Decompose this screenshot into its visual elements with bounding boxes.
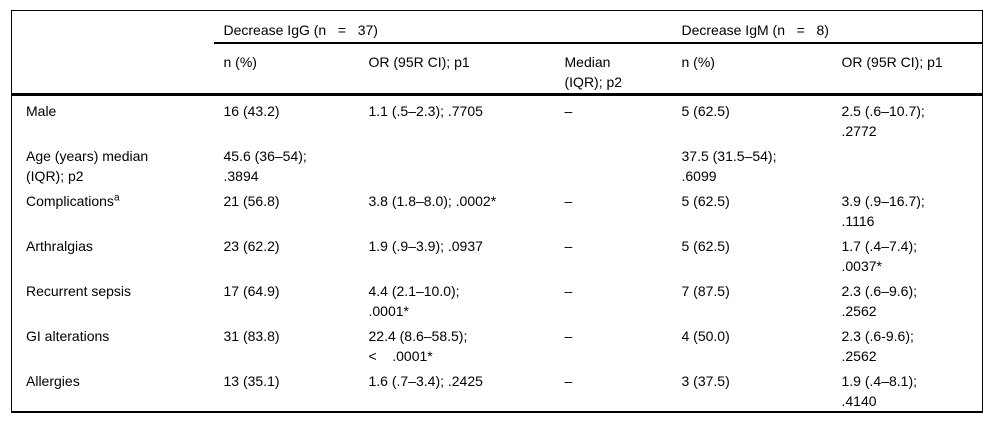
cell-igm-or: 1.7 (.4–7.4); .0037* <box>841 238 918 274</box>
cell-igg-or: 1.6 (.7–3.4); .2425 <box>368 373 483 389</box>
cell-igg-n: 31 (83.8) <box>223 328 280 344</box>
table-row-allergies: Allergies 13 (35.1) 1.6 (.7–3.4); .2425 … <box>12 366 983 412</box>
cell-median: – <box>564 283 573 299</box>
row-label: Arthralgias <box>26 238 93 254</box>
cell-median: – <box>564 238 573 254</box>
cell-igg-n: 23 (62.2) <box>223 238 280 254</box>
table-row-recurrent-sepsis: Recurrent sepsis 17 (64.9) 4.4 (2.1–10.0… <box>12 276 983 321</box>
table-row-complications: Complicationsa 21 (56.8) 3.8 (1.8–8.0); … <box>12 186 983 231</box>
cell-igg-n: 21 (56.8) <box>223 193 280 209</box>
column-header-row: n (%) OR (95R CI); p1 Median (IQR); p2 n… <box>11 43 983 96</box>
cell-igg-or: 4.4 (2.1–10.0); .0001* <box>368 283 460 319</box>
cell-igg-or: 1.9 (.9–3.9); .0937 <box>368 238 483 254</box>
table-row-age: Age (years) median (IQR); p2 45.6 (36–54… <box>12 141 983 186</box>
row-label: GI alterations <box>26 328 110 344</box>
cell-median: – <box>564 193 573 209</box>
cell-igg-or <box>359 141 555 186</box>
cell-igm-or: 2.3 (.6–9.6); .2562 <box>841 283 918 319</box>
immunoglobulin-decrease-table: Decrease IgG (n = 37) Decrease IgM (n = … <box>11 10 984 413</box>
table-row-male: Male 16 (43.2) 1.1 (.5–2.3); .7705 – 5 (… <box>12 95 983 142</box>
footnote-marker: a <box>113 192 120 204</box>
cell-igm-or: 3.9 (.9–16.7); .1116 <box>841 193 925 229</box>
group-header-igg: Decrease IgG (n = 37) <box>213 10 672 44</box>
cell-igm-or: 2.5 (.6–10.7); .2772 <box>841 103 925 139</box>
table-row-gi-alterations: GI alterations 31 (83.8) 22.4 (8.6–58.5)… <box>12 321 983 366</box>
cell-igm-or <box>832 141 983 186</box>
stub-cell <box>12 11 214 44</box>
cell-igg-or: 3.8 (1.8–8.0); .0002* <box>368 193 497 209</box>
cell-igm-n: 5 (62.5) <box>681 193 730 209</box>
column-header-median: Median (IQR); p2 <box>554 43 672 96</box>
row-label: Allergies <box>26 373 80 389</box>
cell-igm-or: 2.3 (.6-9.6); .2562 <box>841 328 914 364</box>
cell-igg-n: 13 (35.1) <box>223 373 280 389</box>
cell-igg-n: 17 (64.9) <box>223 283 280 299</box>
cell-median <box>555 141 672 186</box>
table-row-arthralgias: Arthralgias 23 (62.2) 1.9 (.9–3.9); .093… <box>12 231 983 276</box>
column-header-igg-n: n (%) <box>213 43 359 96</box>
column-header-igg-or: OR (95R CI); p1 <box>358 43 555 96</box>
cell-igm-n: 5 (62.5) <box>681 238 730 254</box>
cell-igg-or: 1.1 (.5–2.3); .7705 <box>368 103 483 119</box>
cell-igm-n: 7 (87.5) <box>681 283 730 299</box>
column-header-igm-or: OR (95R CI); p1 <box>831 43 983 96</box>
cell-median: – <box>564 373 573 389</box>
row-label: Recurrent sepsis <box>26 283 132 299</box>
cell-igm-n: 5 (62.5) <box>681 103 730 119</box>
cell-igm-or: 1.9 (.4–8.1); .4140 <box>841 373 918 409</box>
stub-cell <box>11 43 214 96</box>
group-header-igm: Decrease IgM (n = 8) <box>671 10 983 44</box>
group-header-row: Decrease IgG (n = 37) Decrease IgM (n = … <box>12 10 983 44</box>
cell-median: – <box>564 328 573 344</box>
cell-igg-or: 22.4 (8.6–58.5); < .0001* <box>368 328 468 364</box>
cell-median: – <box>564 103 573 119</box>
row-label: Complicationsa <box>26 192 120 209</box>
cell-igg-n: 16 (43.2) <box>223 103 280 119</box>
cell-igm-n: 3 (37.5) <box>681 373 730 389</box>
cell-igm-n: 4 (50.0) <box>681 328 730 344</box>
row-label: Age (years) median (IQR); p2 <box>26 148 149 184</box>
cell-igg-n: 45.6 (36–54); .3894 <box>223 148 307 184</box>
cell-igm-n: 37.5 (31.5–54); .6099 <box>681 148 777 184</box>
row-label: Male <box>26 103 57 119</box>
column-header-igm-n: n (%) <box>671 43 832 96</box>
